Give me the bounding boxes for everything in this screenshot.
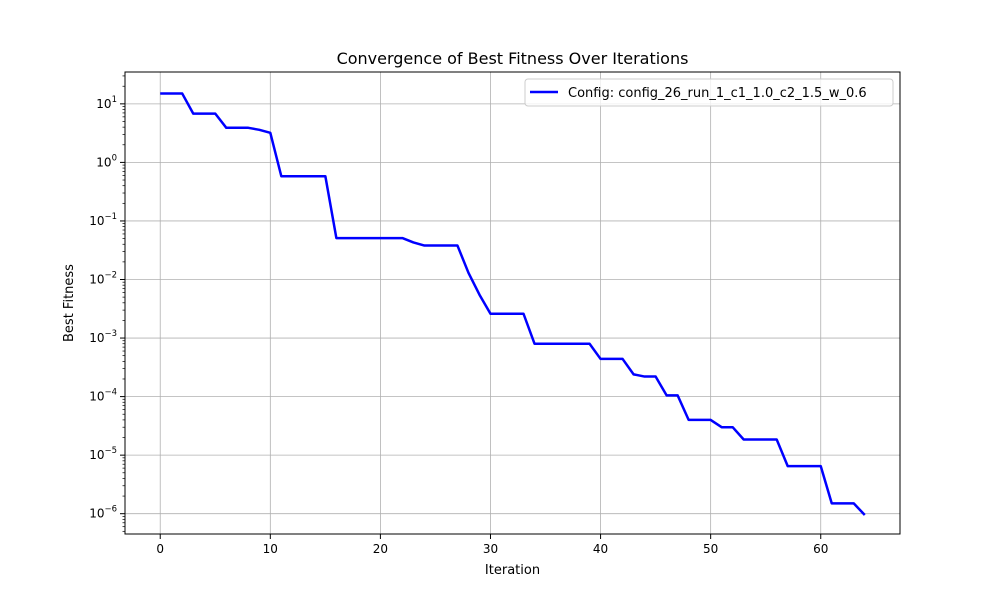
y-tick-label: 101 [96,95,117,111]
y-tick-label: 10−4 [89,388,117,404]
x-tick-label: 0 [156,542,164,556]
y-tick-label: 10−5 [89,446,117,462]
x-tick-label: 50 [703,542,718,556]
series-line-0 [160,92,866,516]
grid [125,72,900,534]
y-axis-label: Best Fitness [62,264,77,342]
y-tick-label: 100 [96,153,117,169]
x-axis: 0 10 20 30 40 50 60 [156,534,828,556]
x-tick-label: 10 [263,542,278,556]
x-tick-label: 40 [593,542,608,556]
y-tick-label: 10−2 [89,271,117,287]
legend-box [524,78,894,107]
x-tick-label: 20 [373,542,388,556]
series-layer [160,92,866,516]
legend-entry-label: Config: config_26_run_1_c1_1.0_c2_1.5_w_… [568,86,867,101]
x-tick-label: 30 [483,542,498,556]
y-tick-label: 10−1 [89,212,117,228]
y-tick-label: 10−6 [89,505,117,521]
x-axis-label: Iteration [485,563,540,578]
legend: Config: config_26_run_1_c1_1.0_c2_1.5_w_… [524,78,894,107]
chart-title: Convergence of Best Fitness Over Iterati… [337,49,689,68]
y-tick-label: 10−3 [89,329,117,345]
x-tick-label: 60 [813,542,828,556]
y-axis: 10−6 10−5 10−4 10−3 10−2 10−1 100 101 [89,75,125,532]
